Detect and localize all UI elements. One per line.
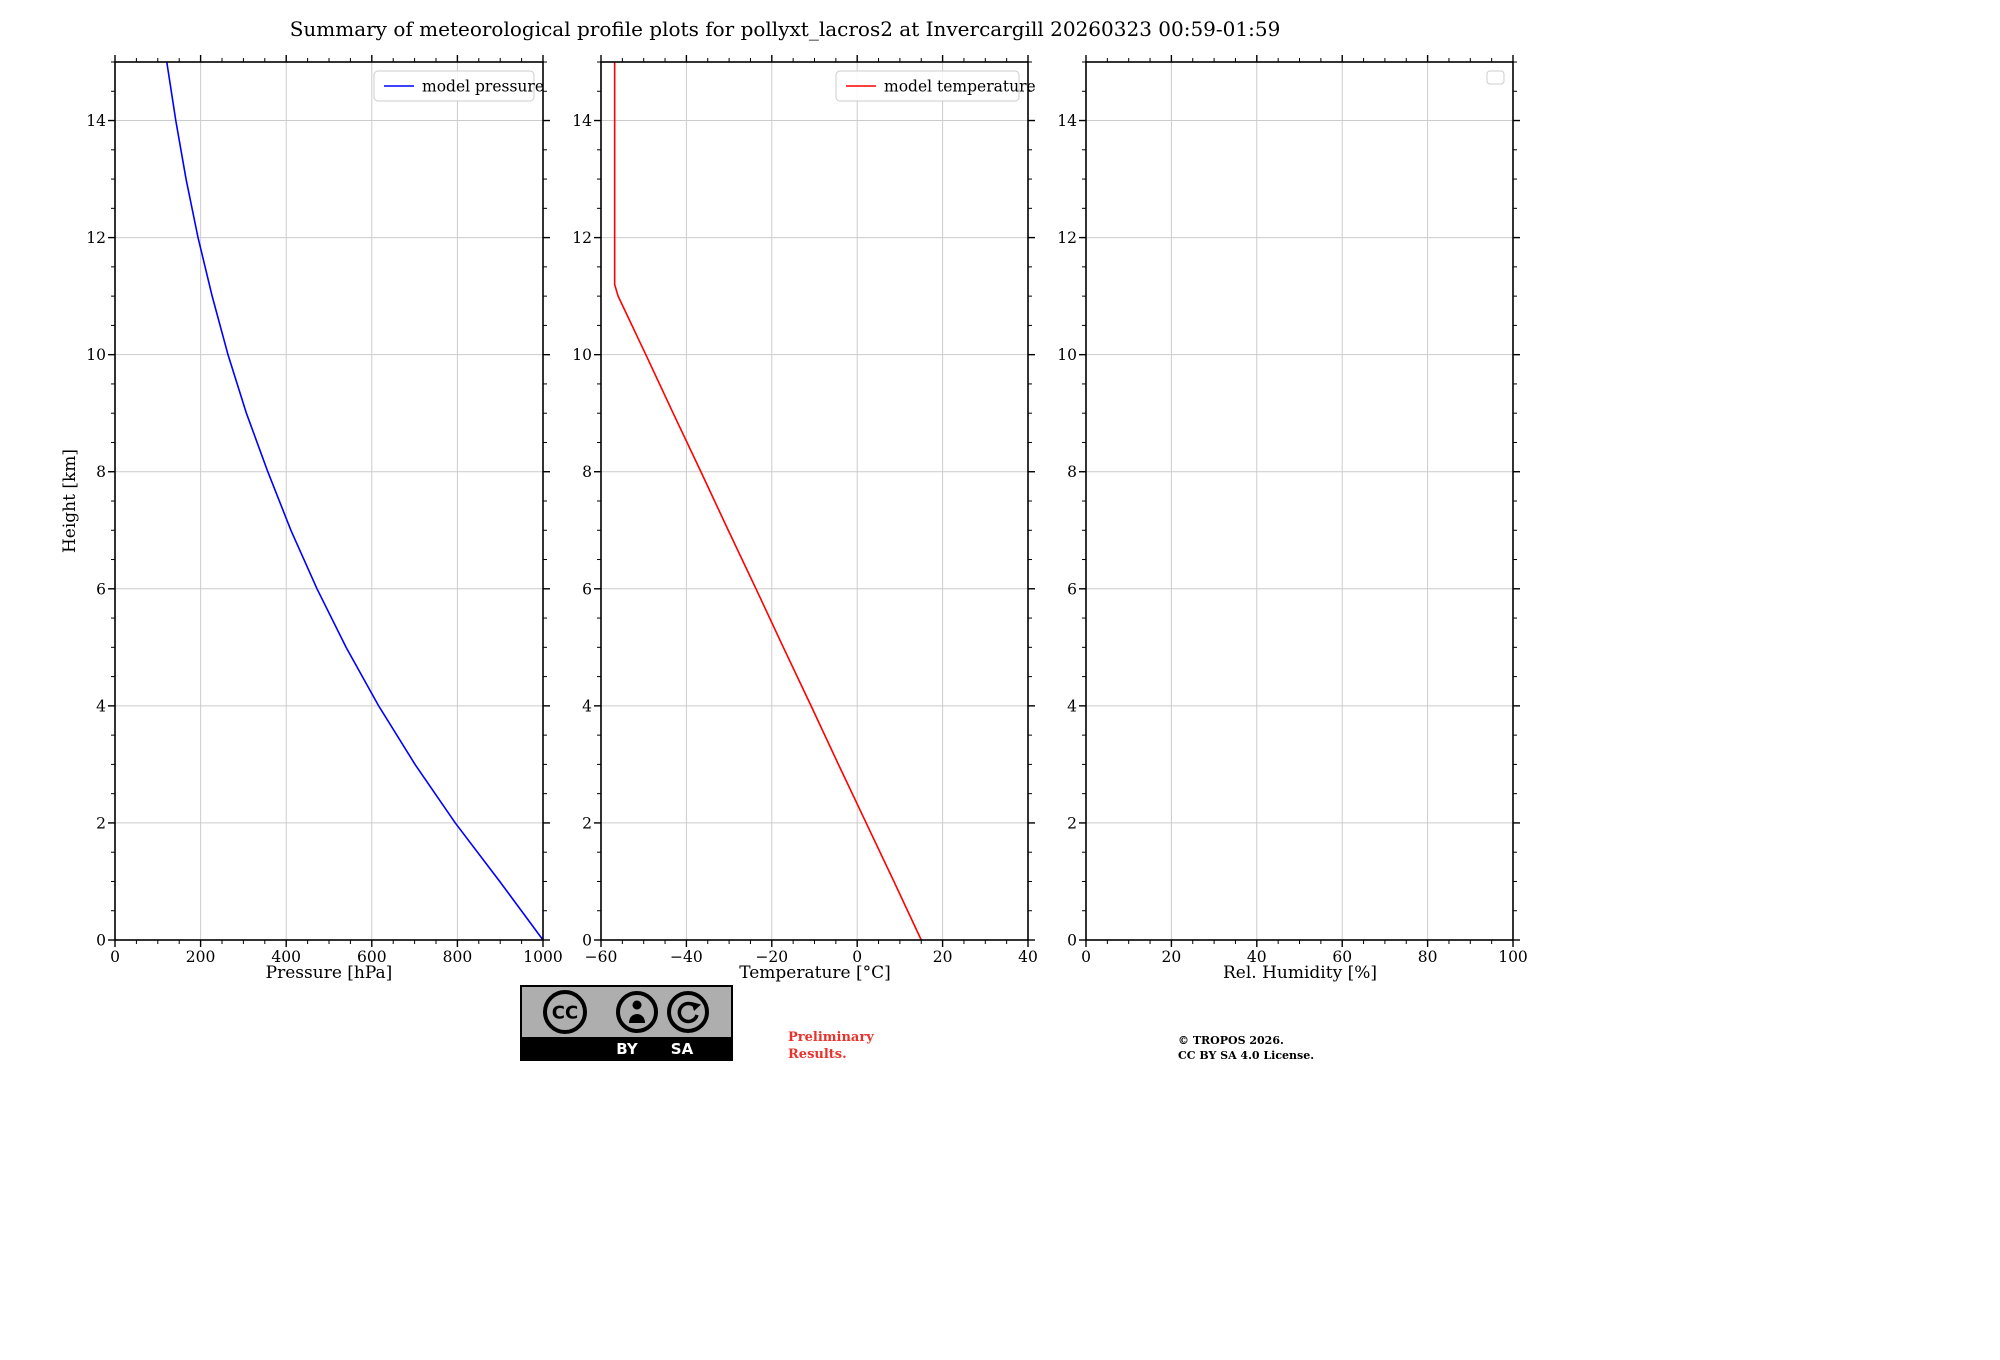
chart-canvas-0: 0 200 400 600 800 1000 0 2 4 6 8 10 12 14 model pressu… — [86, 55, 563, 966]
svg-text:6: 6 — [1067, 580, 1077, 598]
svg-text:12: 12 — [572, 229, 592, 247]
svg-text:0: 0 — [582, 932, 592, 950]
svg-text:8: 8 — [96, 463, 106, 481]
svg-text:2: 2 — [96, 814, 106, 832]
svg-text:−60: −60 — [585, 948, 618, 966]
svg-text:60: 60 — [1332, 948, 1352, 966]
axes-spines — [114, 61, 544, 941]
svg-text:2: 2 — [1067, 814, 1077, 832]
humidity-profile-plot: 0 20 40 60 80 100 0 2 4 6 8 10 12 14 — [1057, 55, 1528, 966]
figure-title: Summary of meteorological profile plots … — [289, 17, 1281, 41]
svg-text:600: 600 — [357, 948, 387, 966]
preliminary-note: Preliminary Results. — [788, 1030, 874, 1064]
legend: model temperature — [835, 70, 1036, 102]
svg-text:14: 14 — [1057, 112, 1077, 130]
tick-labels: 0 200 400 600 800 1000 0 2 4 6 8 10 12 14 — [86, 112, 562, 966]
cc-icon: CC — [543, 990, 587, 1034]
legend-empty — [1486, 70, 1505, 85]
svg-text:4: 4 — [582, 697, 592, 715]
svg-text:CC: CC — [552, 1003, 578, 1024]
copyright-line2: CC BY SA 4.0 License. — [1178, 1048, 1315, 1062]
svg-text:0: 0 — [852, 948, 862, 966]
share-alike-arrow-icon — [667, 991, 709, 1033]
badge-by-label: BY — [616, 1040, 639, 1058]
cc-by-sa-badge: CC BY SA — [520, 985, 733, 1061]
axes-spines — [600, 61, 1029, 941]
svg-text:12: 12 — [86, 229, 106, 247]
pressure-axis-label: Pressure [hPa] — [265, 963, 393, 983]
svg-text:10: 10 — [1057, 346, 1077, 364]
svg-text:40: 40 — [1247, 948, 1267, 966]
legend-label: model pressure — [422, 78, 544, 96]
preliminary-line2: Results. — [788, 1046, 847, 1062]
axes-spines — [1085, 61, 1514, 941]
svg-text:14: 14 — [86, 112, 106, 130]
svg-text:−20: −20 — [755, 948, 788, 966]
temperature-axis-label: Temperature [°C] — [739, 963, 891, 983]
svg-text:−40: −40 — [670, 948, 703, 966]
gridlines — [1085, 62, 1514, 941]
person-icon — [616, 991, 658, 1033]
copyright-line1: © TROPOS 2026. — [1178, 1034, 1284, 1047]
svg-text:0: 0 — [110, 948, 120, 966]
svg-text:80: 80 — [1418, 948, 1438, 966]
tick-labels: 0 20 40 60 80 100 0 2 4 6 8 10 12 14 — [1057, 112, 1528, 966]
model-temperature-line — [613, 62, 922, 941]
svg-text:1000: 1000 — [523, 948, 562, 966]
pressure-profile-plot: 0 200 400 600 800 1000 0 2 4 6 8 10 12 14 model pressu… — [86, 55, 563, 966]
svg-text:20: 20 — [1162, 948, 1182, 966]
svg-text:0: 0 — [1067, 932, 1077, 950]
svg-text:800: 800 — [443, 948, 473, 966]
svg-text:4: 4 — [96, 697, 106, 715]
svg-text:200: 200 — [186, 948, 216, 966]
legend-label: model temperature — [884, 78, 1036, 96]
svg-text:8: 8 — [582, 463, 592, 481]
svg-text:6: 6 — [582, 580, 592, 598]
badge-sa-label: SA — [671, 1040, 694, 1058]
svg-text:10: 10 — [86, 346, 106, 364]
svg-text:2: 2 — [582, 814, 592, 832]
svg-text:14: 14 — [572, 112, 592, 130]
svg-text:10: 10 — [572, 346, 592, 364]
tick-marks — [594, 55, 1035, 947]
chart-canvas-1: −60 −40 −20 0 20 40 0 2 4 6 8 10 12 14 model temperatu… — [572, 55, 1038, 966]
tick-labels: −60 −40 −20 0 20 40 0 2 4 6 8 10 12 14 — [572, 112, 1038, 966]
svg-text:40: 40 — [1018, 948, 1038, 966]
svg-text:0: 0 — [1081, 948, 1091, 966]
legend: model pressure — [373, 70, 544, 102]
badge-bottom-bar — [521, 1037, 732, 1060]
humidity-axis-label: Rel. Humidity [%] — [1222, 963, 1377, 983]
gridlines — [600, 62, 1029, 941]
svg-text:0: 0 — [96, 932, 106, 950]
svg-text:400: 400 — [271, 948, 301, 966]
svg-text:8: 8 — [1067, 463, 1077, 481]
tick-marks — [108, 55, 550, 947]
model-pressure-line — [165, 61, 544, 941]
copyright-note: © TROPOS 2026. CC BY SA 4.0 License. — [1178, 1034, 1314, 1064]
svg-text:20: 20 — [933, 948, 953, 966]
svg-text:12: 12 — [1057, 229, 1077, 247]
chart-canvas-2: 0 20 40 60 80 100 0 2 4 6 8 10 12 14 — [1057, 55, 1528, 966]
svg-text:100: 100 — [1498, 948, 1528, 966]
temperature-profile-plot: −60 −40 −20 0 20 40 0 2 4 6 8 10 12 14 model temperatu… — [572, 55, 1038, 966]
svg-text:6: 6 — [96, 580, 106, 598]
svg-text:4: 4 — [1067, 697, 1077, 715]
y-axis-label: Height [km] — [60, 448, 80, 554]
gridlines — [114, 62, 544, 941]
tick-marks — [1079, 55, 1520, 947]
preliminary-line1: Preliminary — [788, 1030, 874, 1045]
